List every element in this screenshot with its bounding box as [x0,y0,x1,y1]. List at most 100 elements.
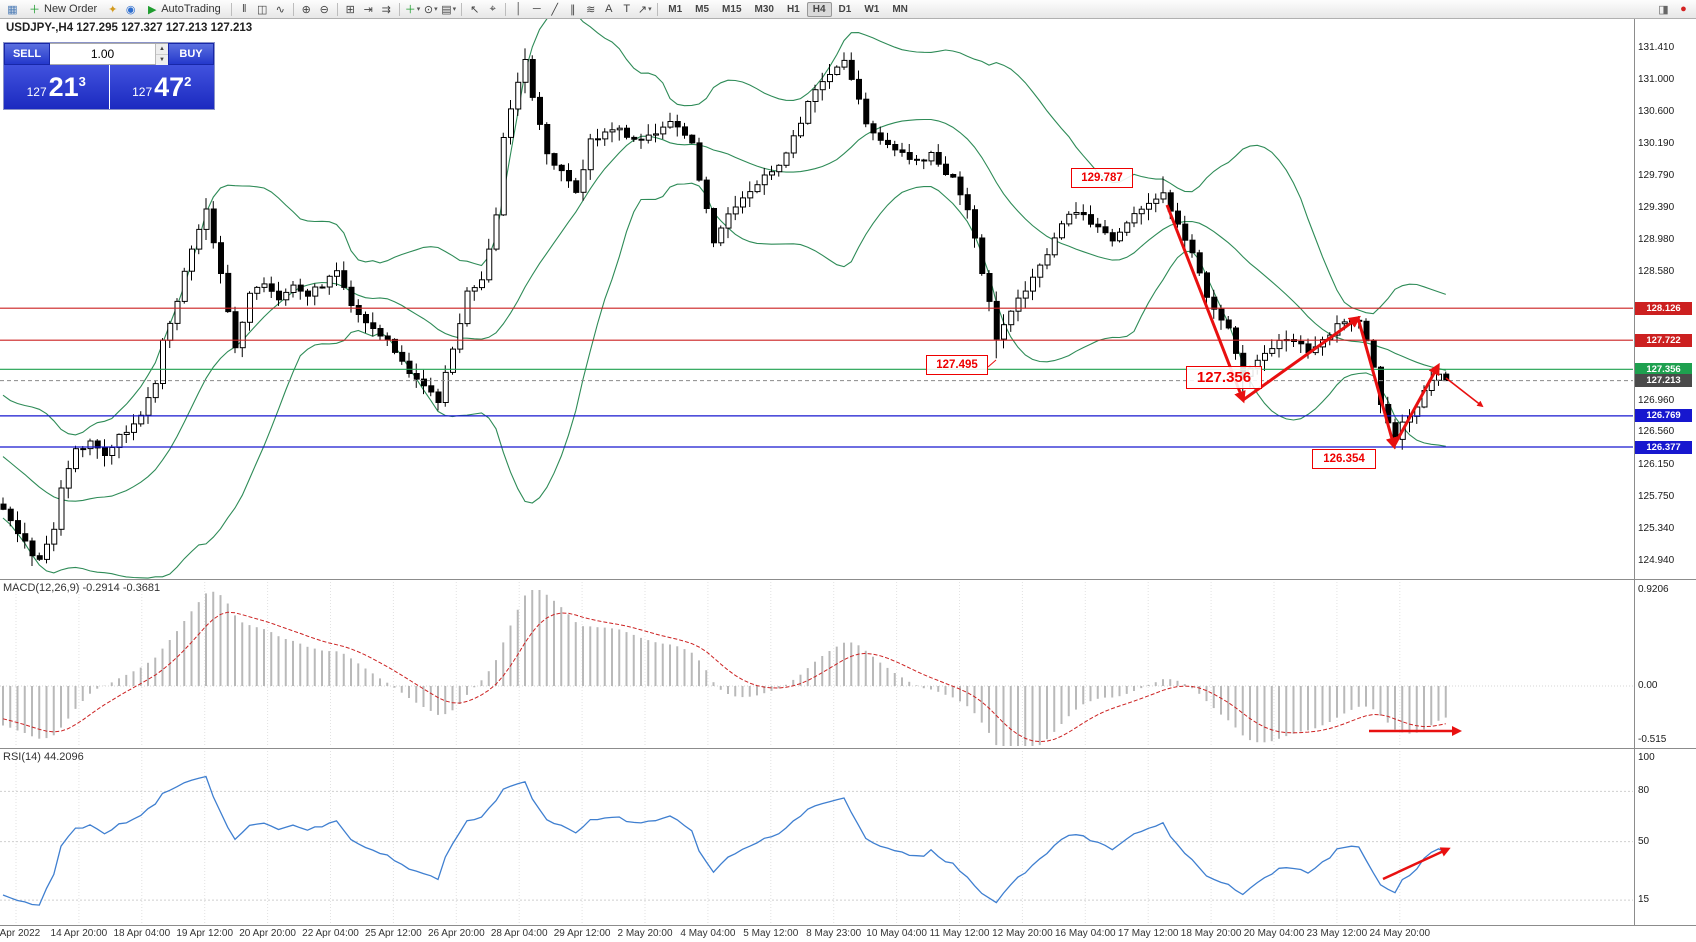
autotrading-button[interactable]: ▶ AutoTrading [140,1,227,18]
price-level-tag: 128.126 [1635,301,1692,315]
date-axis-label: 23 May 12:00 [1306,928,1368,939]
price-axis-label: 126.960 [1638,394,1675,406]
text-label-icon[interactable]: T [623,3,631,15]
rsi-axis-label: 80 [1638,785,1650,797]
macd-indicator-label: MACD(12,26,9) -0.2914 -0.3681 [3,582,161,594]
tile-windows-icon[interactable]: ⊞ [345,3,355,16]
auto-scroll-icon[interactable]: ⇥ [363,3,373,16]
date-axis-label: 25 Apr 12:00 [365,928,422,939]
date-axis-label: 26 Apr 20:00 [427,928,485,939]
rsi-axis-label: 100 [1638,752,1655,763]
bollinger-bands [2,19,1446,579]
macd-axis-label: 0.00 [1638,680,1658,691]
timeframe-m30[interactable]: M30 [754,3,774,15]
new-chart-icon[interactable]: ▦ [7,3,18,16]
price-annotation-label[interactable]: 126.354 [1312,449,1376,469]
vertical-line-icon[interactable]: │ [515,3,523,15]
buy-price-big: 47 [154,72,185,102]
sell-button[interactable]: SELL [4,43,50,65]
community-icon[interactable]: ● [1680,3,1687,15]
trend-arrows[interactable] [987,204,1484,881]
price-axis-label: 126.150 [1638,459,1675,470]
date-axis-label: 29 Apr 12:00 [553,928,611,939]
date-axis-label: 17 May 12:00 [1117,928,1179,939]
horizontal-line-icon[interactable]: ─ [532,3,541,15]
options-icon[interactable]: ◉ [125,3,136,16]
volume-box: ▲ ▼ [50,43,168,66]
panel-separators [0,19,1696,926]
arrows-icon[interactable]: ↗ ▾ [637,3,652,16]
timeframe-m5[interactable]: M5 [695,3,710,15]
price-level-tag: 127.722 [1635,333,1692,347]
macd-histogram [0,590,1633,746]
toolbar-separator [505,2,507,16]
sell-price-big: 21 [48,72,79,102]
chart-shift-icon[interactable]: ⇉ [381,3,391,16]
buy-price-sup: 2 [184,73,192,89]
price-axis-label: 130.190 [1638,138,1675,150]
line-chart-icon[interactable]: ∿ [275,3,285,16]
date-axis-label: 20 Apr 20:00 [239,928,296,939]
fibonacci-icon[interactable]: ≋ [586,3,596,16]
price-axis-label: 128.580 [1638,266,1675,278]
volume-spinner[interactable]: ▲ ▼ [155,44,168,66]
price-annotation-label[interactable]: 127.495 [926,355,988,375]
timeframe-w1[interactable]: W1 [864,3,880,15]
toolbar-more-icon[interactable]: ◨ [1658,3,1669,16]
panel-gridlines [15,582,1401,924]
crosshair-icon[interactable]: ⌖ [489,2,496,15]
trendline-icon[interactable]: ╱ [551,3,559,16]
buy-price-panel[interactable]: 127 47 2 [109,65,214,109]
price-annotation-label[interactable]: 127.356 [1186,366,1262,389]
sell-price-prefix: 127 [26,85,47,99]
volume-up-icon[interactable]: ▲ [156,44,168,55]
autotrading-icon: ▶ [147,3,157,16]
price-level-tag: 126.769 [1635,409,1692,423]
candlestick-series [0,48,1450,566]
sell-price-panel[interactable]: 127 21 3 [4,65,109,109]
price-axis-label: 125.340 [1638,523,1675,535]
price-axis-label: 126.560 [1638,426,1675,438]
price-level-tag: 126.377 [1635,440,1692,454]
new-order-button[interactable]: ＋ New Order [22,1,103,18]
candlestick-icon[interactable]: ◫ [257,3,268,16]
date-axis-label: 2 May 20:00 [617,928,673,939]
price-level-tag: 127.213 [1635,374,1692,388]
timeframe-d1[interactable]: D1 [838,3,852,15]
timeframe-mn[interactable]: MN [892,3,908,15]
zoom-out-icon[interactable]: ⊖ [319,3,329,16]
date-axis-label: 1 Apr 2022 [0,928,41,939]
indicators-icon[interactable]: ＋ ▾ [404,4,421,16]
rsi-axis-label: 50 [1638,835,1650,847]
level-lines[interactable] [0,307,1633,448]
date-axis-label: 11 May 12:00 [929,928,990,939]
metaeditor-icon[interactable]: ✦ [108,3,118,16]
bar-chart-icon[interactable]: ‖ [241,3,247,15]
periods-icon[interactable]: ⊙ ▾ [423,3,438,16]
price-axis-label: 129.790 [1638,170,1675,182]
toolbar-separator [461,2,463,16]
price-axis-label: 131.000 [1638,74,1675,86]
buy-button[interactable]: BUY [168,43,214,65]
volume-input[interactable] [50,44,155,64]
zoom-in-icon[interactable]: ⊕ [301,3,311,16]
toolbar-separator [292,2,294,16]
text-icon[interactable]: A [605,3,613,15]
price-annotation-label[interactable]: 129.787 [1071,168,1133,188]
price-axis-label: 130.600 [1638,105,1675,117]
date-axis-label: 28 Apr 04:00 [490,928,548,939]
timeframe-h4[interactable]: H4 [806,1,832,17]
date-axis-label: 22 Apr 04:00 [302,928,359,939]
dropdown-caret-icon: ▾ [648,6,652,13]
cursor-icon[interactable]: ↖ [470,3,480,16]
toolbar-separator [398,2,400,16]
rsi-indicator-label: RSI(14) 44.2096 [3,751,84,763]
timeframe-m15[interactable]: M15 [722,3,742,15]
timeframe-m1[interactable]: M1 [668,3,683,15]
channel-icon[interactable]: ∥ [569,3,576,16]
templates-icon[interactable]: ▤ ▾ [441,3,457,16]
timeframe-h1[interactable]: H1 [786,3,800,15]
date-axis-label: 5 May 12:00 [743,928,799,939]
date-axis-label: 14 Apr 20:00 [50,928,108,939]
